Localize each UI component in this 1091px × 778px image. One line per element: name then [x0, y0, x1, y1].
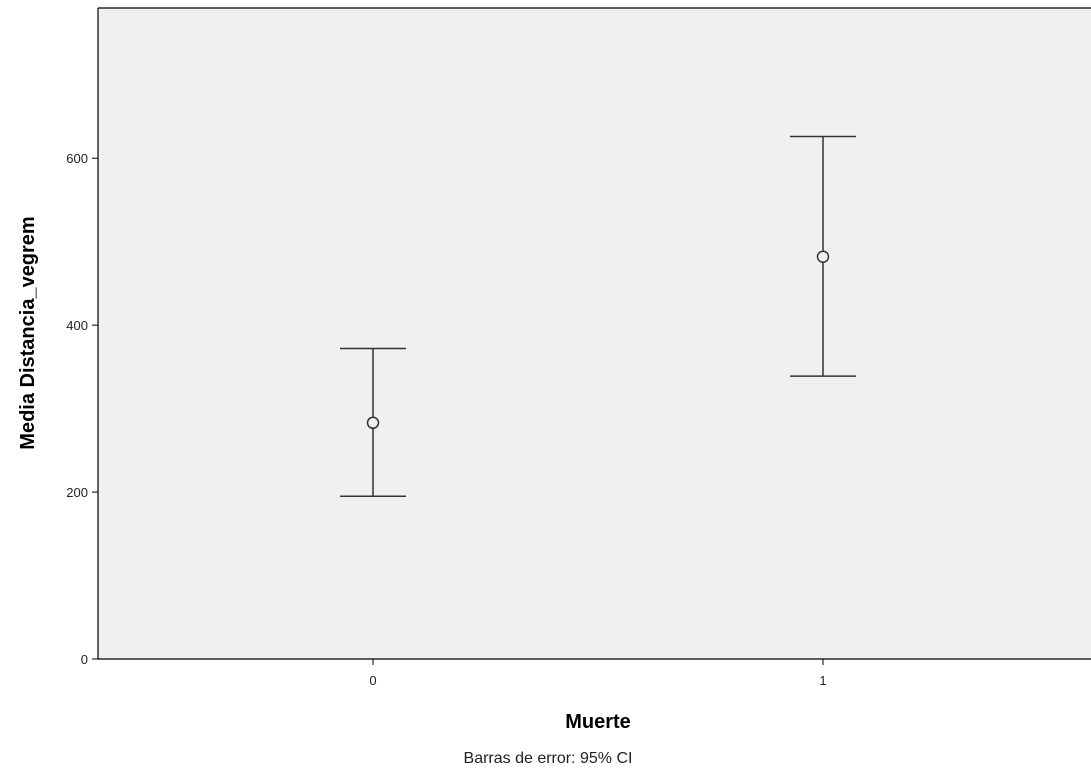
x-axis-title: Muerte	[565, 711, 631, 733]
x-tick-label: 0	[369, 673, 376, 688]
plot-area	[98, 8, 1091, 659]
mean-point	[816, 250, 830, 263]
y-tick-label: 400	[66, 318, 88, 333]
y-tick-label: 0	[81, 652, 88, 667]
x-tick-label: 1	[819, 673, 826, 688]
y-axis-title: Media Distancia_vegrem	[17, 216, 39, 449]
y-tick-label: 200	[66, 485, 88, 500]
chart-footnote: Barras de error: 95% CI	[464, 750, 633, 767]
mean-point	[366, 416, 380, 430]
error-bars	[340, 135, 856, 497]
y-tick-label: 600	[66, 151, 88, 166]
y-ticks: 0 200 400 600	[66, 151, 98, 667]
